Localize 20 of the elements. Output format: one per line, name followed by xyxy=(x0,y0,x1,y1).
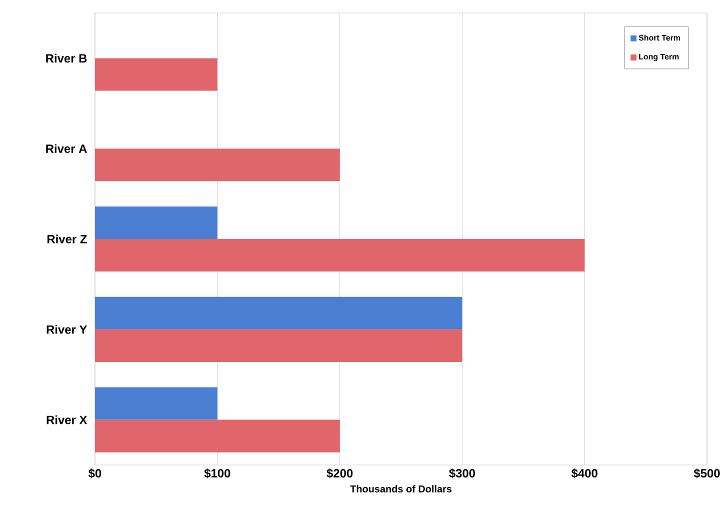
x-tick-label: $400 xyxy=(571,468,598,478)
y-tick-label: River A xyxy=(46,144,87,153)
x-tick-label: $0 xyxy=(88,468,102,478)
y-tick-label: River Y xyxy=(46,325,88,334)
bar xyxy=(95,206,218,239)
x-axis-title: Thousands of Dollars xyxy=(350,485,452,492)
bar xyxy=(95,148,340,182)
bar xyxy=(95,387,218,420)
bar xyxy=(95,420,340,452)
x-tick-label: $200 xyxy=(326,468,353,478)
y-tick-label: River Z xyxy=(47,234,87,244)
x-tick-label: $300 xyxy=(449,468,475,478)
x-tick-label: $100 xyxy=(204,468,230,478)
x-tick-label: $500 xyxy=(694,468,720,478)
y-tick-label: River B xyxy=(46,54,87,63)
bar xyxy=(95,239,585,272)
bar xyxy=(95,296,462,330)
bar xyxy=(95,58,218,91)
bar xyxy=(95,329,462,362)
y-tick-label: River X xyxy=(46,415,88,424)
